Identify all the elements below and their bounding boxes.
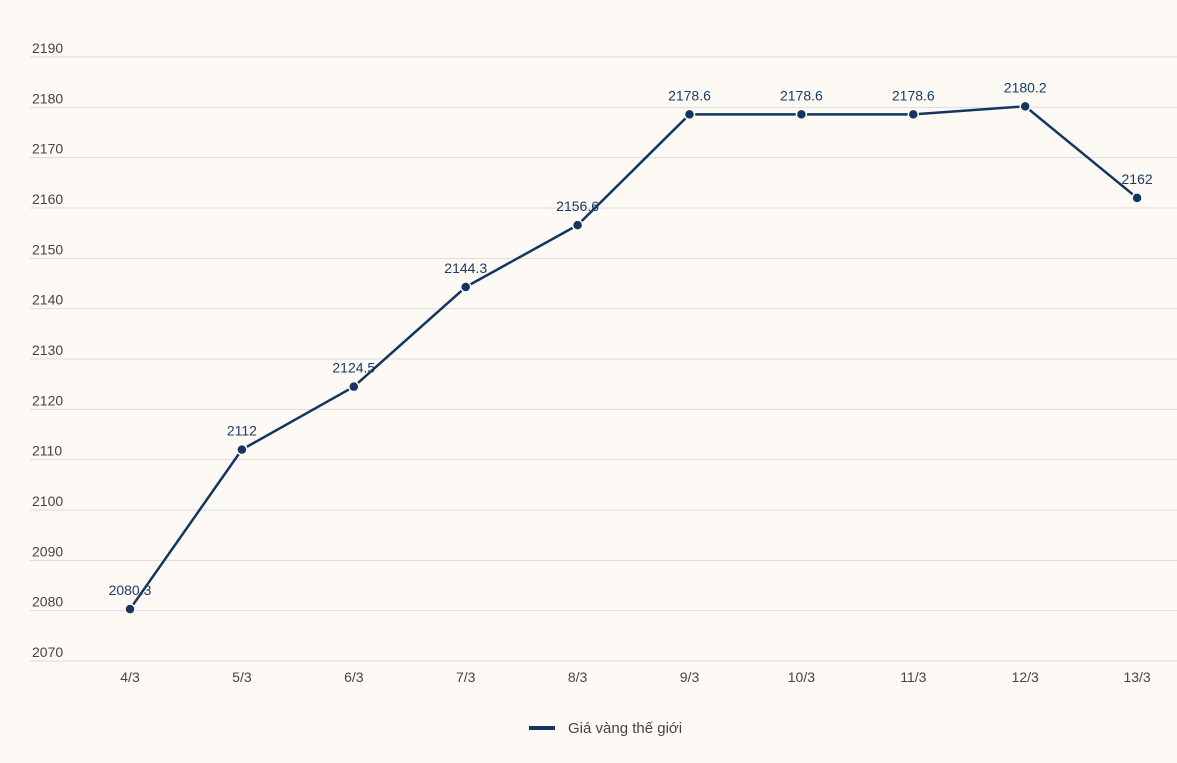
x-tick-label: 12/3 <box>1012 669 1039 685</box>
data-label: 2178.6 <box>668 87 711 103</box>
data-point <box>907 108 920 121</box>
data-points <box>124 100 1143 615</box>
data-label: 2144.3 <box>444 260 487 276</box>
series-line <box>128 105 1138 610</box>
y-tick-label: 2170 <box>32 141 63 157</box>
x-tick-label: 8/3 <box>568 669 588 685</box>
data-point <box>795 108 808 121</box>
y-tick-label: 2100 <box>32 493 63 509</box>
y-tick-label: 2090 <box>32 543 63 559</box>
data-point <box>348 380 360 393</box>
data-label: 2162 <box>1122 171 1153 187</box>
y-tick-label: 2080 <box>32 594 63 610</box>
data-label: 2080.3 <box>109 582 152 598</box>
data-point <box>236 443 248 456</box>
data-point <box>683 108 696 121</box>
data-label: 2112 <box>227 423 257 439</box>
y-tick-label: 2140 <box>32 292 63 308</box>
x-tick-label: 11/3 <box>900 669 926 685</box>
x-tick-label: 4/3 <box>120 669 140 685</box>
data-point <box>1131 192 1143 204</box>
x-tick-label: 7/3 <box>456 669 476 685</box>
y-tick-label: 2130 <box>32 342 63 358</box>
data-point <box>571 219 584 231</box>
data-point <box>124 603 136 615</box>
y-tick-label: 2190 <box>32 40 63 56</box>
y-tick-label: 2120 <box>32 392 63 408</box>
data-point <box>459 281 472 293</box>
x-tick-label: 5/3 <box>232 669 252 685</box>
x-tick-label: 6/3 <box>344 669 364 685</box>
data-point <box>1019 100 1031 113</box>
x-tick-label: 10/3 <box>788 669 815 685</box>
data-label: 2156.6 <box>556 198 599 214</box>
y-axis: 2070 2080 2090 2100 2110 2120 2130 2140 2150 2160… <box>32 40 63 660</box>
y-tick-label: 2070 <box>32 644 63 660</box>
series-line-layer <box>128 105 1138 610</box>
legend: Giá vàng thế giới <box>529 720 682 737</box>
y-tick-label: 2180 <box>32 90 63 106</box>
data-label: 2124.5 <box>332 360 375 376</box>
y-tick-label: 2110 <box>32 443 62 459</box>
x-axis: 4/3 5/3 6/3 7/3 8/3 9/3 10/3 11/3 12/3 13/3 <box>120 669 1151 685</box>
y-tick-label: 2150 <box>32 241 63 257</box>
legend-label: Giá vàng thế giới <box>568 720 682 737</box>
x-tick-label: 9/3 <box>680 669 700 685</box>
x-tick-label: 13/3 <box>1123 669 1150 685</box>
data-labels: 2080.3 2112 2124.5 2144.3 2156.6 2178.6 2178.6… <box>109 79 1153 598</box>
data-label: 2178.6 <box>780 87 823 103</box>
data-label: 2180.2 <box>1004 79 1047 95</box>
grid-lines <box>30 56 1177 662</box>
data-label: 2178.6 <box>892 87 935 103</box>
y-tick-label: 2160 <box>32 191 63 207</box>
